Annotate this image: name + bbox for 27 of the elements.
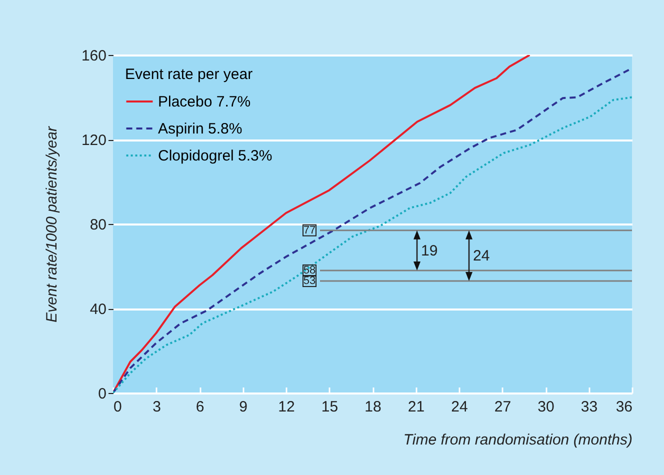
x-tick-label: 27 xyxy=(494,398,512,416)
x-tick-label: 24 xyxy=(451,398,468,416)
y-tick-label: 40 xyxy=(90,301,106,318)
y-tick-label: 160 xyxy=(81,48,106,64)
line-series xyxy=(113,55,531,393)
x-tick-label: 3 xyxy=(152,398,161,416)
x-tick-label: 15 xyxy=(321,398,338,416)
x-tick-label: 12 xyxy=(278,398,295,416)
y-axis-title: Event rate/1000 patients/year xyxy=(43,126,60,322)
x-tick-label: 6 xyxy=(196,398,204,416)
x-tick-label: 18 xyxy=(364,398,382,416)
x-axis-title: Time from randomisation (months) xyxy=(403,432,632,448)
legend-label: Clopidogrel 5.3% xyxy=(158,148,272,164)
y-tick-label: 0 xyxy=(98,386,106,402)
legend-label: Placebo 7.7% xyxy=(158,94,251,110)
x-tick-label: 33 xyxy=(580,398,598,416)
x-tick-label: 36 xyxy=(616,398,632,416)
legend-title: Event rate per year xyxy=(125,66,253,83)
y-tick-label: 80 xyxy=(90,216,106,234)
annotation: 19 xyxy=(421,242,438,260)
x-tick-label: 21 xyxy=(408,398,425,416)
y-tick-label: 120 xyxy=(81,132,106,149)
x-tick-label: 30 xyxy=(538,398,554,416)
x-tick-label: 0 xyxy=(114,398,122,416)
x-tick-label: 9 xyxy=(239,398,248,416)
annotation: 24 xyxy=(473,248,490,265)
legend-label: Aspirin 5.8% xyxy=(158,120,242,138)
